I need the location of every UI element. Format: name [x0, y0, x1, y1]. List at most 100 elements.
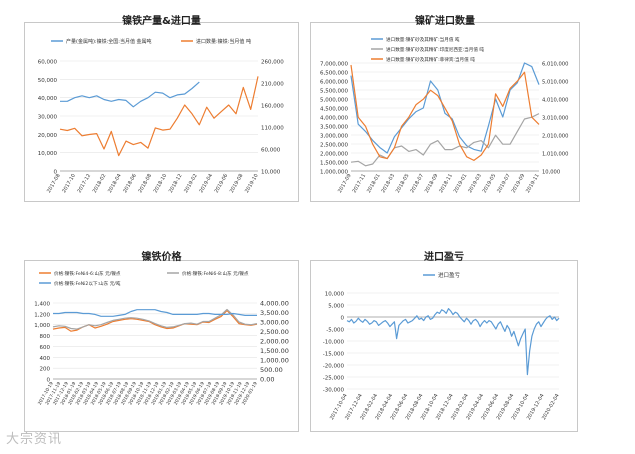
series-line-2: [59, 76, 259, 157]
y2-tick-label: 210,000: [261, 82, 284, 88]
legend-label: 进口数量:镍矿砂及其精矿:菲律宾:当月值 吨: [386, 56, 475, 63]
x-tick-label: 2019-02: [183, 173, 199, 194]
series-line-1: [346, 308, 560, 376]
y2-tick-label: 3,500.00: [260, 309, 289, 317]
y2-tick-label: 3,000.00: [260, 319, 289, 327]
legend-label: 进口数量:镍铁:当月值 吨: [196, 38, 251, 45]
legend-label: 价格:镍铁:FeNi6-8:山东 元/镍点: [182, 270, 249, 277]
x-tick-label: 2017-11: [352, 173, 368, 194]
y-tick-label: -20,000: [323, 364, 345, 370]
x-tick-label: 2019-01: [453, 173, 469, 194]
y-tick-label: 4,000,000: [320, 116, 348, 122]
x-tick-label: 2017-08: [46, 173, 62, 194]
series-line-2: [52, 308, 258, 330]
y-tick-label: 800: [40, 334, 51, 340]
y-tick-label: 1,500,000: [320, 161, 348, 167]
y2-tick-label: 160,000: [261, 104, 284, 110]
y2-tick-label: 4,000.00: [260, 300, 289, 308]
y-tick-label: -15,000: [323, 352, 345, 358]
y-tick-label: 10,000: [38, 151, 58, 157]
chart-3-svg: 02004006008001,0001,2001,4000.00500.001,…: [34, 270, 289, 406]
y2-tick-label: 2,000.00: [260, 338, 289, 346]
y-tick-label: -5,000: [326, 328, 344, 334]
y-tick-label: 50,000: [38, 78, 58, 84]
y-tick-label: -25,000: [323, 376, 345, 382]
y-tick-label: 5,500,000: [320, 89, 348, 95]
watermark: 大宗资讯: [6, 432, 63, 447]
y-tick-label: 3,000,000: [320, 134, 348, 140]
y-tick-label: 4,500,000: [320, 107, 348, 113]
y2-tick-label: 2,500.00: [260, 328, 289, 336]
y-tick-label: 6,500,000: [320, 71, 348, 77]
legend-label: 进口数量:镍矿砂及其精矿:印度尼西亚:当月值 吨: [386, 46, 484, 53]
y-tick-label: 0: [54, 170, 58, 176]
series-line-2: [350, 113, 540, 167]
series-line-1: [350, 62, 540, 154]
series-line-3: [350, 64, 540, 161]
y2-tick-label: 1,000.00: [260, 357, 289, 365]
chart-panel-import-profit-loss: -30,000 -25,000 -20,000 -15,000 -10,000 -5,00…: [310, 260, 578, 432]
y-tick-label: 60,000: [38, 60, 58, 66]
y-tick-label: 10,000: [325, 292, 345, 298]
chart-2-svg: 1,000,000 1,500,000 2,000,000 2,500,000 3,00…: [320, 36, 568, 194]
y-tick-label: -10,000: [323, 340, 345, 346]
y-tick-label: 30,000: [38, 115, 58, 121]
y2-tick-label: 60,000: [261, 148, 281, 154]
y2-tick-label: 0.00: [260, 376, 274, 384]
chart-1-svg: 0 10,000 20,000 30,000 40,000 50,000 60,000 10,…: [38, 38, 284, 194]
y-tick-label: 0: [47, 378, 51, 384]
y-tick-label: 1,200: [34, 312, 50, 318]
y2-tick-label: 3,010,000: [542, 116, 568, 122]
y2-tick-label: 260,000: [261, 60, 284, 66]
x-tick-label: 2017-12: [77, 173, 93, 194]
x-tick-label: 2019-10: [244, 173, 260, 194]
x-tick-label: 2018-11: [438, 173, 454, 194]
y-tick-label: 5,000,000: [320, 98, 348, 104]
y-tick-label: 600: [40, 345, 51, 351]
x-tick-label: 2017-09: [337, 173, 353, 194]
y2-tick-label: 2,010,000: [542, 134, 568, 140]
chart-panel-ferronickel-output-import: 0 10,000 20,000 30,000 40,000 50,000 60,000 10,…: [24, 22, 299, 202]
y-tick-label: 0: [341, 316, 345, 322]
chart-2-title: 镍矿进口数量: [415, 16, 475, 27]
series-line-1: [60, 81, 200, 108]
y-tick-label: 1,000: [34, 323, 50, 329]
y-tick-label: 2,000,000: [320, 152, 348, 158]
y2-tick-label: 1,500.00: [260, 347, 289, 355]
chart-4-title: 进口盈亏: [424, 252, 464, 263]
x-tick-label: 2019-07: [496, 173, 512, 194]
legend-label: 产量(金属吨):镍铁:全国:当月值 金属吨: [66, 38, 152, 45]
y-tick-label: 400: [40, 356, 51, 362]
x-tick-label: 2019-08: [229, 173, 245, 194]
y-tick-label: 1,400: [34, 302, 50, 308]
y2-tick-label: 4,010,000: [542, 98, 568, 104]
x-tick-label: 2018-08: [137, 173, 153, 194]
y2-tick-label: 1,010,000: [542, 152, 568, 158]
legend-label: 进口盈亏: [438, 271, 461, 279]
chart-4-svg: -30,000 -25,000 -20,000 -15,000 -10,000 -5,00…: [323, 271, 561, 421]
x-tick-label: 2018-04: [107, 173, 123, 194]
x-tick-label: 2018-06: [122, 173, 138, 194]
y2-tick-label: 6,010,000: [542, 62, 568, 68]
y-tick-label: 7,000,000: [320, 62, 348, 68]
x-tick-label: 2019-09: [511, 173, 527, 194]
y-tick-label: 1,000,000: [320, 170, 348, 176]
x-tick-label: 2018-03: [380, 173, 396, 194]
x-tick-label: 2018-12: [168, 173, 184, 194]
x-tick-label: 2019-05: [482, 173, 498, 194]
x-tick-label: 2018-02: [92, 173, 108, 194]
series-line-3: [53, 309, 257, 317]
chart-1-title: 镍铁产量&进口量: [122, 16, 201, 27]
x-tick-label: 2019-04: [198, 173, 214, 194]
y2-tick-label: 10,000: [542, 170, 560, 176]
chart-3-title: 镍铁价格: [141, 252, 182, 263]
legend-label: 价格:镍铁:FeNi2以下:山东 元/吨: [54, 280, 121, 287]
legend-label: 进口数量:镍矿砂及其精矿:当月值 吨: [386, 36, 460, 43]
x-tick-label: 2019-06: [214, 173, 230, 194]
y-tick-label: 6,000,000: [320, 80, 348, 86]
y2-tick-label: 5,010,000: [542, 80, 568, 86]
x-tick-label: 2018-01: [366, 173, 382, 194]
x-tick-label: 2019-03: [467, 173, 483, 194]
legend-label: 价格:镍铁:FeNi4-6:山东 元/镍点: [54, 270, 121, 277]
x-tick-label: 2018-07: [409, 173, 425, 194]
